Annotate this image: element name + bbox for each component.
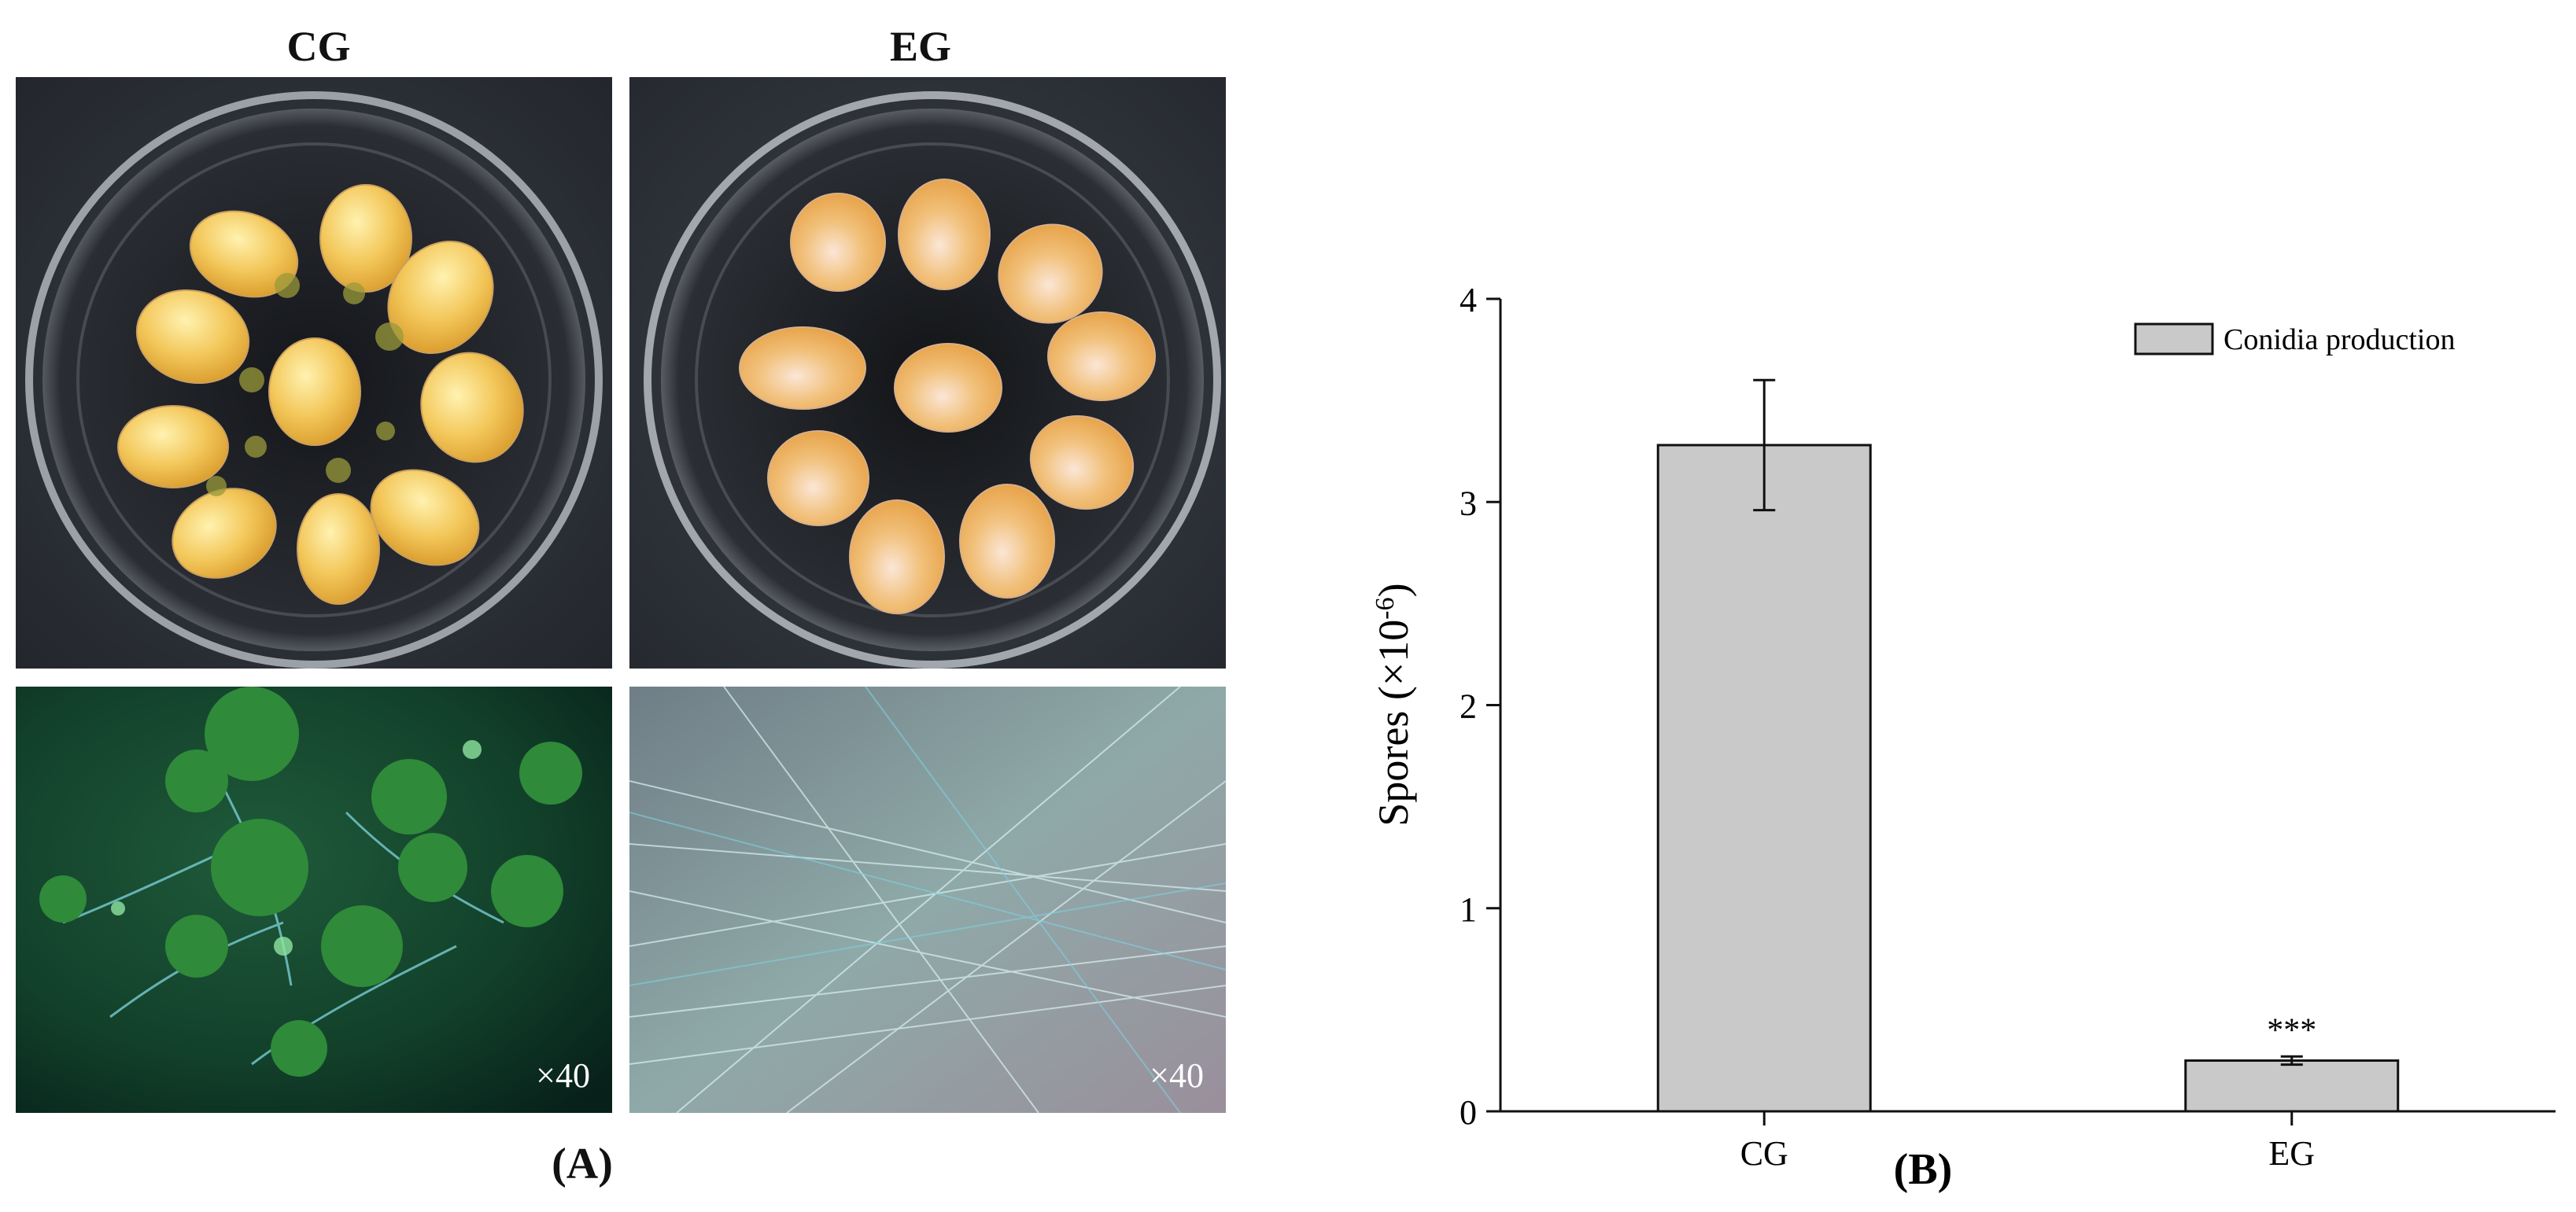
legend-label: Conidia production bbox=[2224, 323, 2455, 356]
eg-petri-dish-photo bbox=[629, 77, 1226, 669]
column-title-eg: EG bbox=[889, 23, 952, 70]
cg-microscopy-photo: ×40 bbox=[16, 687, 612, 1113]
significance-eg: *** bbox=[2267, 1012, 2316, 1048]
bar-eg bbox=[2184, 1059, 2400, 1113]
column-title-cg: CG bbox=[286, 23, 351, 70]
y-axis-label: Spores (×10-6) bbox=[1370, 583, 1417, 826]
x-tick-label-cg: CG bbox=[1740, 1134, 1788, 1173]
eg-microscopy-photo: ×40 bbox=[629, 687, 1226, 1113]
panel-label-b: (B) bbox=[1894, 1145, 1953, 1194]
bar-cg bbox=[1656, 444, 1872, 1113]
magnification-label-cg: ×40 bbox=[536, 1056, 590, 1095]
x-tick-label-eg: EG bbox=[2268, 1134, 2315, 1173]
conidia-bar-chart: 0 1 2 3 4 CG EG *** Spores (×10-6) Conidia pr… bbox=[1370, 281, 2556, 1194]
panel-label-a: (A) bbox=[552, 1140, 613, 1188]
y-tick-label-3: 3 bbox=[1460, 484, 1477, 522]
legend-swatch bbox=[2134, 322, 2214, 355]
y-tick-label-2: 2 bbox=[1460, 687, 1477, 726]
y-tick-label-4: 4 bbox=[1460, 281, 1477, 319]
y-tick-label-0: 0 bbox=[1460, 1093, 1477, 1132]
cg-petri-dish-photo bbox=[16, 77, 612, 669]
y-tick-label-1: 1 bbox=[1460, 890, 1477, 929]
magnification-label-eg: ×40 bbox=[1150, 1056, 1204, 1095]
